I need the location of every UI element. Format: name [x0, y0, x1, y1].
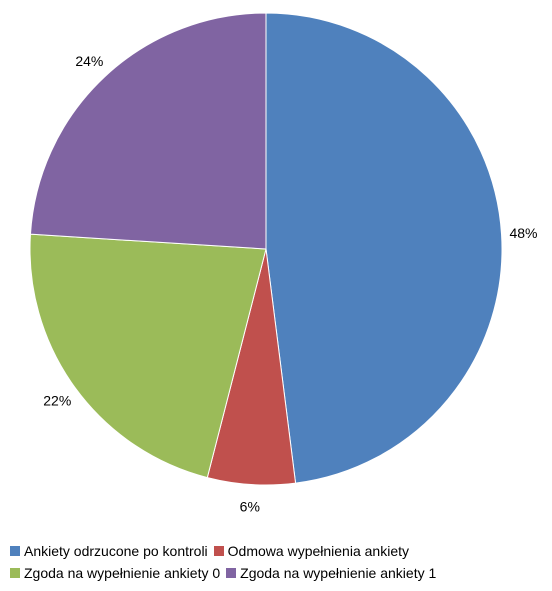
pie-data-label-0: 48%: [509, 225, 537, 241]
legend-item-ankiety-odrzucone: Ankiety odrzucone po kontroli: [10, 543, 208, 559]
legend-swatch-blue: [10, 546, 20, 556]
legend-label: Ankiety odrzucone po kontroli: [24, 543, 208, 559]
pie-data-label-2: 22%: [43, 393, 71, 409]
pie-slice-3: [29, 12, 267, 250]
pie-slice-0: [265, 12, 503, 484]
legend-label: Zgoda na wypełnienie ankiety 0: [24, 565, 221, 581]
legend-label: Odmowa wypełnienia ankiety: [227, 543, 409, 559]
legend-item-zgoda-1: Zgoda na wypełnienie ankiety 1: [226, 565, 436, 581]
legend-swatch-red: [213, 546, 224, 556]
pie-slice-2: [29, 233, 267, 479]
legend-swatch-purple: [226, 568, 237, 578]
legend-item-odmowa: Odmowa wypełnienia ankiety: [213, 543, 409, 559]
legend-row-1: Ankiety odrzucone po kontroli Odmowa wyp…: [10, 540, 550, 562]
pie-svg: 48% 6% 22% 24%: [29, 12, 538, 514]
pie-data-label-1: 6%: [240, 498, 260, 514]
legend-swatch-green: [10, 568, 20, 578]
legend-item-zgoda-0: Zgoda na wypełnienie ankiety 0: [10, 565, 220, 581]
legend-label: Zgoda na wypełnienie ankiety 1: [240, 565, 437, 581]
pie-data-label-3: 24%: [75, 53, 103, 69]
legend: Ankiety odrzucone po kontroli Odmowa wyp…: [10, 540, 550, 584]
legend-row-2: Zgoda na wypełnienie ankiety 0 Zgoda na …: [10, 562, 550, 584]
